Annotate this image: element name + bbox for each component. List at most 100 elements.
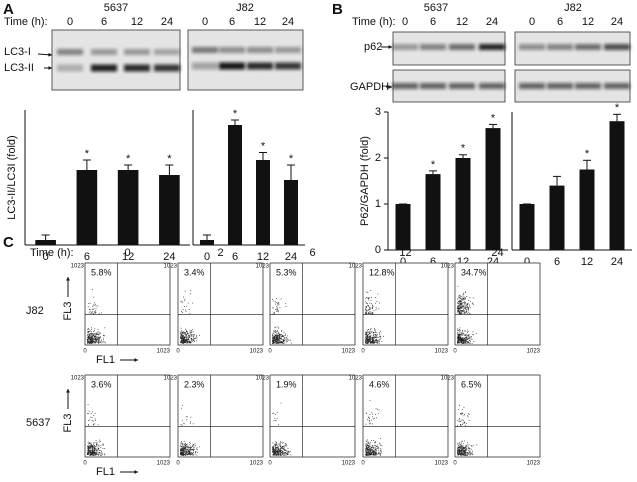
y-tick-label: 1 bbox=[375, 198, 381, 210]
event-dot bbox=[280, 334, 282, 336]
event-dot bbox=[465, 339, 467, 341]
event-dot bbox=[371, 450, 373, 452]
event-dot bbox=[279, 452, 281, 454]
event-dot bbox=[471, 453, 473, 455]
event-dot bbox=[458, 333, 460, 335]
event-dot bbox=[368, 416, 370, 418]
event-dot bbox=[458, 337, 460, 339]
event-dot bbox=[462, 305, 463, 307]
event-dot bbox=[187, 451, 189, 453]
event-dot bbox=[94, 335, 96, 337]
event-dot bbox=[185, 447, 186, 449]
time-tick: 0 bbox=[402, 16, 408, 28]
event-dot bbox=[460, 338, 462, 340]
event-dot bbox=[459, 447, 461, 449]
event-dot bbox=[365, 443, 367, 444]
event-dot bbox=[280, 448, 282, 450]
event-dot bbox=[95, 336, 96, 337]
event-dot bbox=[94, 341, 95, 343]
event-dot bbox=[93, 453, 95, 454]
event-dot bbox=[370, 441, 372, 443]
event-dot bbox=[366, 330, 368, 332]
event-dot bbox=[469, 451, 471, 453]
event-dot bbox=[91, 451, 93, 453]
event-dot bbox=[100, 445, 102, 446]
event-dot bbox=[365, 312, 367, 314]
event-dot bbox=[277, 337, 279, 338]
event-dot bbox=[368, 445, 369, 446]
event-dot bbox=[189, 454, 191, 456]
event-dot bbox=[94, 453, 96, 454]
event-dot bbox=[365, 334, 367, 335]
event-dot bbox=[378, 308, 380, 310]
percent-label: 6.5% bbox=[461, 379, 482, 389]
event-dot bbox=[462, 424, 463, 425]
event-dot bbox=[466, 307, 468, 309]
significance: * bbox=[167, 153, 172, 165]
event-dot bbox=[465, 445, 467, 446]
event-dot bbox=[97, 342, 99, 343]
time-tick: 24 bbox=[611, 16, 623, 28]
x-tick-label: 0 bbox=[204, 251, 210, 263]
significance: * bbox=[491, 112, 496, 124]
event-dot bbox=[184, 446, 186, 448]
event-dot bbox=[465, 292, 467, 294]
event-dot bbox=[182, 336, 184, 337]
event-dot bbox=[459, 310, 461, 312]
event-dot bbox=[371, 341, 372, 343]
event-dot bbox=[278, 443, 280, 445]
event-dot bbox=[366, 451, 368, 453]
event-dot bbox=[369, 422, 371, 424]
event-dot bbox=[278, 453, 280, 454]
event-dot bbox=[376, 340, 377, 341]
event-dot bbox=[101, 454, 103, 455]
event-dot bbox=[276, 339, 278, 340]
event-dot bbox=[473, 341, 475, 342]
event-dot bbox=[184, 339, 186, 341]
event-dot bbox=[458, 342, 460, 343]
event-dot bbox=[189, 451, 190, 453]
event-dot bbox=[470, 448, 472, 450]
blot-band bbox=[449, 83, 475, 89]
event-dot bbox=[461, 338, 463, 340]
event-dot bbox=[93, 333, 95, 335]
event-dot bbox=[88, 454, 89, 455]
event-dot bbox=[372, 454, 374, 456]
event-dot bbox=[180, 448, 182, 450]
event-dot bbox=[462, 340, 464, 342]
event-dot bbox=[278, 448, 279, 450]
event-dot bbox=[280, 453, 281, 455]
time-tick: 12 bbox=[456, 16, 468, 28]
event-dot bbox=[465, 450, 466, 452]
event-dot bbox=[275, 452, 277, 453]
event-dot bbox=[458, 339, 459, 340]
significance: * bbox=[461, 143, 466, 155]
event-dot bbox=[184, 337, 185, 339]
event-dot bbox=[459, 443, 461, 445]
event-dot bbox=[192, 339, 194, 341]
event-dot bbox=[88, 448, 90, 449]
event-dot bbox=[281, 453, 283, 455]
event-dot bbox=[372, 340, 374, 342]
event-dot bbox=[368, 331, 370, 333]
event-dot bbox=[181, 333, 183, 335]
event-dot bbox=[369, 448, 370, 450]
event-dot bbox=[272, 342, 274, 344]
event-dot bbox=[278, 339, 280, 341]
event-dot bbox=[277, 451, 278, 453]
event-dot bbox=[457, 332, 458, 334]
event-dot bbox=[365, 313, 367, 315]
event-dot bbox=[276, 308, 278, 310]
event-dot bbox=[189, 454, 191, 455]
event-dot bbox=[379, 333, 380, 335]
event-dot bbox=[90, 335, 91, 337]
event-dot bbox=[376, 453, 378, 455]
event-dot bbox=[370, 452, 372, 453]
event-dot bbox=[181, 450, 183, 452]
event-dot bbox=[184, 333, 185, 335]
event-dot bbox=[90, 449, 92, 451]
event-dot bbox=[369, 336, 371, 337]
event-dot bbox=[181, 340, 183, 342]
event-dot bbox=[365, 335, 367, 337]
event-dot bbox=[272, 341, 273, 342]
